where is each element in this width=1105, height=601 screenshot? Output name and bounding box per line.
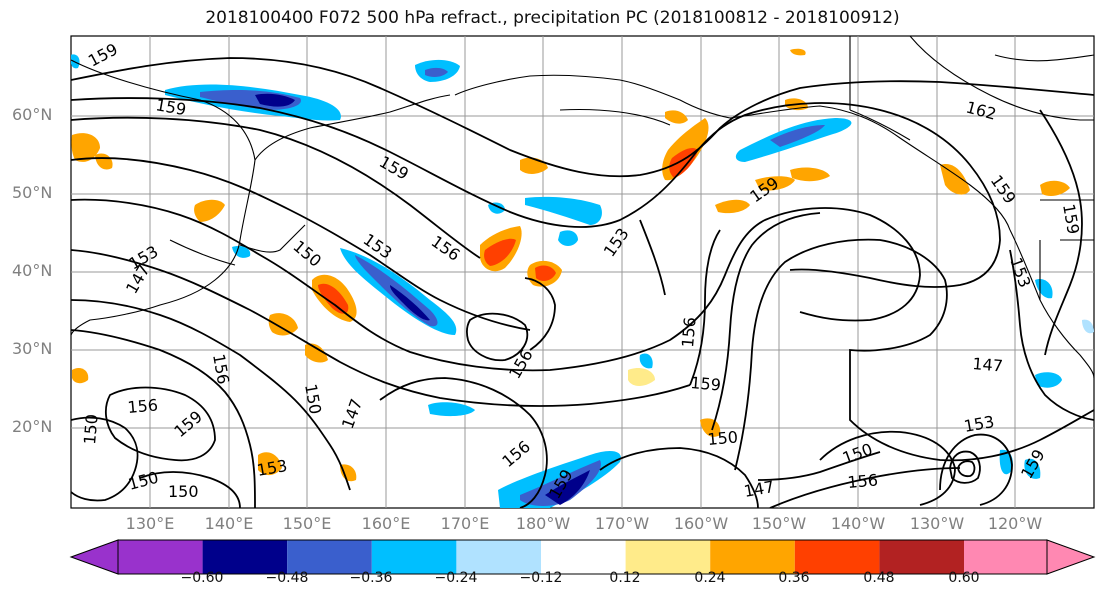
contour-label: 150: [707, 427, 739, 449]
lat-label: 20°N: [12, 417, 53, 436]
colorbar-tick-label: 0.12: [609, 570, 641, 586]
lon-label: 150°W: [751, 514, 807, 533]
lat-label: 40°N: [12, 261, 53, 280]
colorbar-outline: [117, 539, 1048, 575]
contour-label: 150: [168, 482, 199, 501]
colorbar-bin: [964, 540, 1047, 574]
lon-label: 130°W: [909, 514, 965, 533]
contour-label: 147: [972, 354, 1004, 376]
colorbar-tick-label: 0.60: [948, 570, 980, 586]
contour-label: 156: [127, 395, 159, 417]
graticule: [71, 36, 1094, 508]
colorbar-tick-label: −0.60: [180, 570, 224, 586]
coastlines: [71, 36, 1094, 379]
lon-label: 160°E: [361, 514, 411, 533]
lon-label: 170°E: [440, 514, 490, 533]
lat-label: 60°N: [12, 105, 53, 124]
colorbar-tick-label: 0.48: [863, 570, 895, 586]
colorbar-bin: [625, 540, 711, 574]
colorbar-bin: [202, 540, 288, 574]
colorbar-bin: [287, 540, 372, 574]
colorbar-bin: [456, 540, 541, 574]
precip-shading: [71, 48, 1094, 508]
lon-label: 130°E: [125, 514, 175, 533]
lon-label: 150°E: [282, 514, 332, 533]
lon-label: 140°W: [830, 514, 886, 533]
colorbar-extend-right: [1046, 539, 1096, 575]
map-title: 2018100400 F072 500 hPa refract., precip…: [205, 8, 900, 28]
lon-label: 140°E: [204, 514, 254, 533]
lon-label: 120°W: [987, 514, 1043, 533]
colorbar: [69, 539, 1096, 575]
colorbar-bin: [879, 540, 964, 574]
colorbar-tick-label: −0.24: [434, 570, 478, 586]
refractivity-contours: [71, 57, 1094, 508]
lat-label: 30°N: [12, 339, 53, 358]
lat-label: 50°N: [12, 183, 53, 202]
colorbar-tick-label: −0.12: [519, 570, 563, 586]
colorbar-tick-label: −0.36: [349, 570, 393, 586]
colorbar-bin: [710, 540, 795, 574]
colorbar-tick-label: 0.24: [694, 570, 726, 586]
colorbar-tick-label: 0.36: [778, 570, 810, 586]
colorbar-bin: [118, 540, 203, 574]
contour-label: 150: [80, 413, 102, 445]
colorbar-bin: [794, 540, 880, 574]
colorbar-tick-label: −0.48: [265, 570, 309, 586]
contour-label: 159: [690, 373, 722, 395]
lon-label: 160°W: [673, 514, 729, 533]
lon-label: 170°W: [594, 514, 650, 533]
lon-label: 180°W: [515, 514, 571, 533]
colorbar-extend-left: [69, 539, 119, 575]
colorbar-bin: [541, 540, 626, 574]
contour-label: 156: [847, 470, 879, 492]
contour-label: 156: [678, 316, 700, 348]
colorbar-bin: [371, 540, 457, 574]
